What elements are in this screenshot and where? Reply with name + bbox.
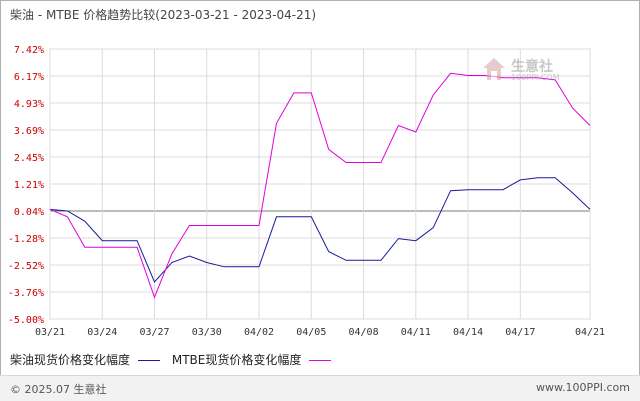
x-tick-label: 03/27 xyxy=(139,327,169,338)
grid-lines xyxy=(49,48,591,320)
legend-label-mtbe: MTBE现货价格变化幅度 xyxy=(171,353,302,367)
x-tick-label: 04/11 xyxy=(401,327,431,338)
y-tick-label: -5.00% xyxy=(8,315,44,326)
footer-bar: © 2025.07 生意社 www.100PPI.com xyxy=(0,375,640,401)
x-tick-label: 03/21 xyxy=(35,327,65,338)
y-tick-label: 0.04% xyxy=(14,207,44,218)
series-line-diesel xyxy=(49,177,591,283)
x-axis-tick-labels: 03/21 03/24 03/27 03/30 04/02 04/05 04/08 04/11… xyxy=(35,327,605,338)
y-tick-label: 7.42% xyxy=(14,45,44,56)
x-tick-label: 04/05 xyxy=(296,327,326,338)
x-tick-label: 04/08 xyxy=(348,327,378,338)
y-axis-tick-labels: 7.42% 6.17% 4.93% 3.69% 2.45% 1.21% 0.04% -1.28… xyxy=(8,45,44,326)
y-tick-label: 2.45% xyxy=(14,153,44,164)
chart-title: 柴油 - MTBE 价格趋势比较(2023-03-21 - 2023-04-21… xyxy=(10,8,317,22)
x-tick-label: 04/21 xyxy=(575,327,605,338)
legend-label-diesel: 柴油现货价格变化幅度 xyxy=(10,353,131,367)
y-tick-label: 3.69% xyxy=(14,126,44,137)
x-tick-label: 03/30 xyxy=(192,327,222,338)
legend-item-mtbe: MTBE现货价格变化幅度 xyxy=(172,351,332,368)
legend-item-diesel: 柴油现货价格变化幅度 xyxy=(10,351,161,368)
watermark: 生意社 100PPI.COM xyxy=(481,56,560,86)
legend-swatch-diesel xyxy=(138,360,161,361)
y-tick-label: 1.21% xyxy=(14,180,44,191)
line-chart: 7.42% 6.17% 4.93% 3.69% 2.45% 1.21% 0.04% -1.28… xyxy=(8,45,605,338)
x-tick-label: 03/24 xyxy=(87,327,117,338)
house-logo-icon xyxy=(483,58,505,80)
x-tick-label: 04/02 xyxy=(244,327,274,338)
y-tick-label: 6.17% xyxy=(14,72,44,83)
watermark-name: 生意社 xyxy=(511,59,553,75)
y-tick-label: -1.28% xyxy=(8,234,44,245)
legend-swatch-mtbe xyxy=(309,360,332,361)
site-url: www.100PPI.com xyxy=(536,381,630,394)
series-lines xyxy=(49,72,591,299)
legend: 柴油现货价格变化幅度 MTBE现货价格变化幅度 xyxy=(10,351,339,368)
series-line-mtbe xyxy=(49,72,591,299)
x-tick-label: 04/17 xyxy=(505,327,535,338)
watermark-url: 100PPI.COM xyxy=(511,73,560,82)
y-tick-label: 4.93% xyxy=(14,99,44,110)
x-tick-label: 04/14 xyxy=(453,327,483,338)
y-tick-label: -2.52% xyxy=(8,261,44,272)
y-tick-label: -3.76% xyxy=(8,288,44,299)
copyright-text: © 2025.07 生意社 xyxy=(10,383,107,396)
